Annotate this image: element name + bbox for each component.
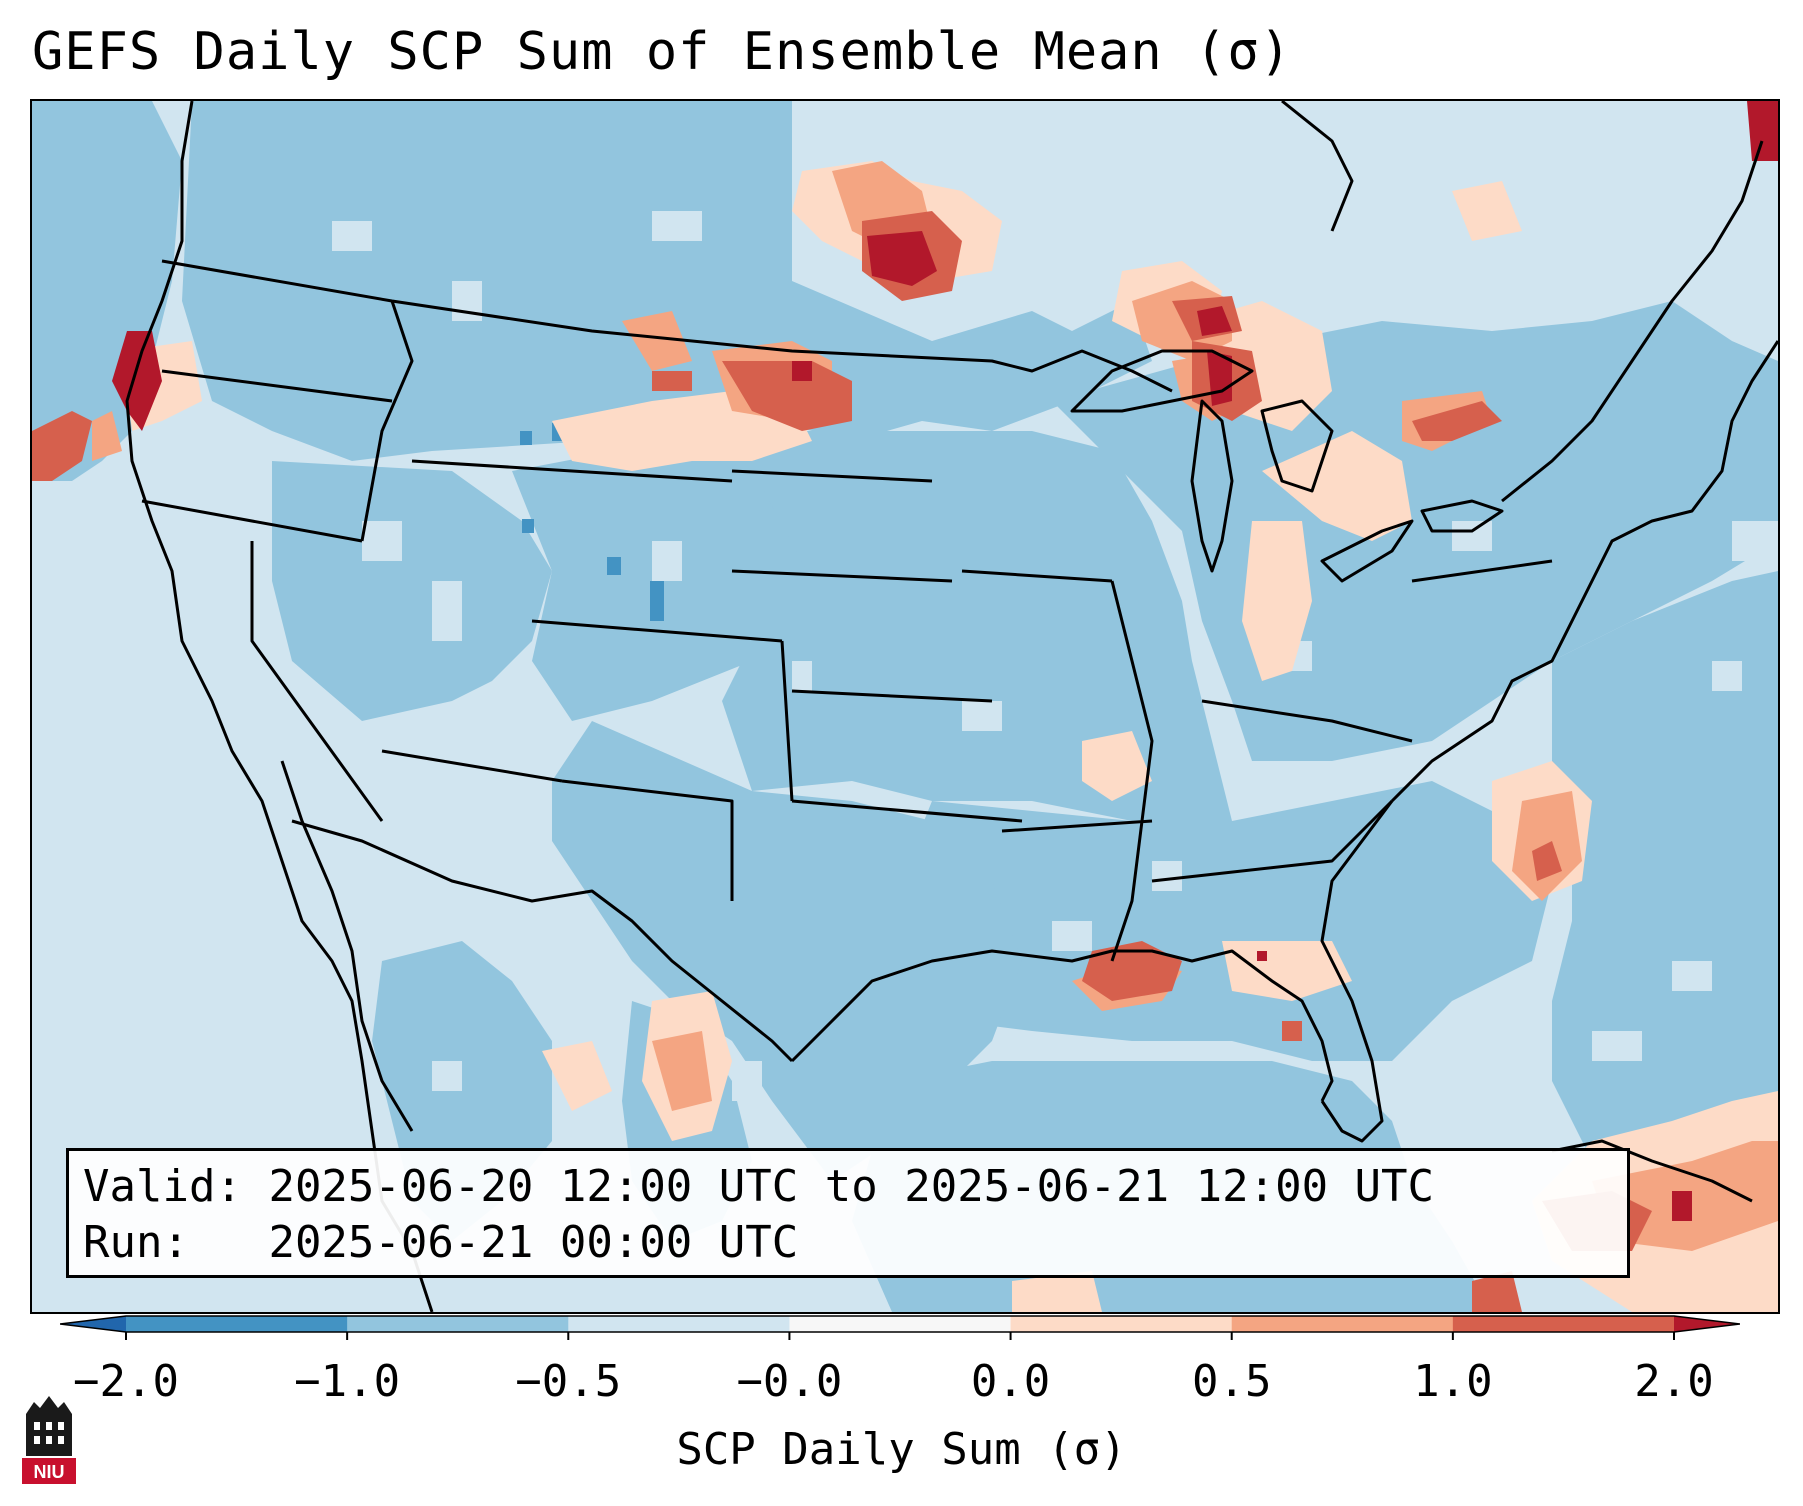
colorbar-tick-label: 0.0 xyxy=(970,1356,1051,1407)
field-layer-light-blue-patches xyxy=(332,161,1778,1101)
colorbar-segment xyxy=(568,1316,790,1332)
border-canada-us xyxy=(161,259,1173,393)
chart-title: GEFS Daily SCP Sum of Ensemble Mean (σ) xyxy=(32,22,1292,82)
colorbar-tick-label: −0.0 xyxy=(736,1356,843,1407)
niu-logo: NIU xyxy=(22,1396,76,1484)
colorbar-tick-label: 0.5 xyxy=(1191,1356,1272,1407)
colorbar-tick-label: −0.5 xyxy=(515,1356,622,1407)
great-lake-michigan xyxy=(1190,399,1234,573)
coastline-gulf xyxy=(790,949,1334,1102)
border-co-ks xyxy=(780,640,794,802)
border-or-ca xyxy=(141,499,363,543)
great-lake-erie xyxy=(1320,519,1414,583)
border-tn-ga xyxy=(1151,799,1394,883)
cuba xyxy=(1551,1139,1753,1203)
border-wy-co xyxy=(531,619,783,643)
map-canvas xyxy=(32,101,1778,1312)
field-layer-dark-blue xyxy=(520,423,664,621)
hudson-bay-south xyxy=(1281,101,1354,232)
colorbar-tick-label: −1.0 xyxy=(294,1356,401,1407)
border-ks-ok xyxy=(791,799,1023,823)
great-lake-huron xyxy=(1260,399,1334,493)
valid-run-info-box: Valid: 2025-06-20 12:00 UTC to 2025-06-2… xyxy=(66,1148,1630,1278)
valid-value: 2025-06-20 12:00 UTC to 2025-06-21 12:00… xyxy=(268,1161,1435,1212)
logo-windows xyxy=(34,1422,64,1444)
coastline-baja xyxy=(280,760,414,1132)
border-nv-ca xyxy=(250,541,384,822)
border-id-mt xyxy=(360,300,414,542)
map-boundaries xyxy=(125,101,1778,1312)
colorbar-segment xyxy=(1452,1316,1675,1332)
coastline-florida xyxy=(1320,800,1394,1143)
border-us-mexico xyxy=(291,819,794,1063)
border-nm-tx xyxy=(561,779,734,901)
run-value: 2025-06-21 00:00 UTC xyxy=(268,1217,799,1268)
colorbar-extend-high xyxy=(1674,1316,1740,1332)
border-mt-wy xyxy=(411,459,733,483)
border-wa-or xyxy=(161,369,393,403)
logo-banner xyxy=(22,1458,76,1484)
border-oh-ky xyxy=(1201,699,1413,743)
border-ms-river xyxy=(1110,580,1154,962)
colorbar-segment xyxy=(1010,1316,1233,1332)
colorbar-segment xyxy=(789,1316,1012,1332)
colorbar-segment xyxy=(126,1316,348,1332)
map-panel xyxy=(30,99,1780,1314)
border-pa-ny xyxy=(1411,559,1553,583)
colorbar-tick-label: −2.0 xyxy=(73,1356,179,1407)
colorbar-ticks: −2.0 −1.0 −0.5 −0.0 0.0 0.5 1.0 2.0 xyxy=(0,1356,1803,1416)
great-lake-superior xyxy=(1070,349,1254,413)
great-lake-ontario xyxy=(1420,499,1504,533)
border-ne-ks xyxy=(791,689,993,703)
colorbar-tick-label: 1.0 xyxy=(1413,1356,1493,1407)
coastline-east xyxy=(1390,340,1778,803)
colorbar-extend-low xyxy=(60,1316,126,1332)
border-mn-ia xyxy=(961,569,1113,583)
st-lawrence xyxy=(1501,140,1764,503)
colorbar-tick-label: 2.0 xyxy=(1634,1356,1714,1407)
logo-text: NIU xyxy=(34,1462,65,1482)
border-nd-sd xyxy=(731,469,933,483)
coastline-west xyxy=(125,101,434,1312)
border-sd-ne xyxy=(731,569,953,583)
border-ut-az xyxy=(381,749,563,783)
border-mo-ar xyxy=(1001,819,1153,833)
colorbar-segment xyxy=(1231,1316,1454,1332)
colorbar-label: SCP Daily Sum (σ) xyxy=(676,1424,1127,1475)
run-label: Run: xyxy=(83,1217,189,1268)
colorbar xyxy=(60,1315,1740,1340)
colorbar-segment xyxy=(347,1316,569,1332)
valid-label: Valid: xyxy=(83,1161,242,1212)
field-layer-dark-red xyxy=(112,101,1778,1221)
